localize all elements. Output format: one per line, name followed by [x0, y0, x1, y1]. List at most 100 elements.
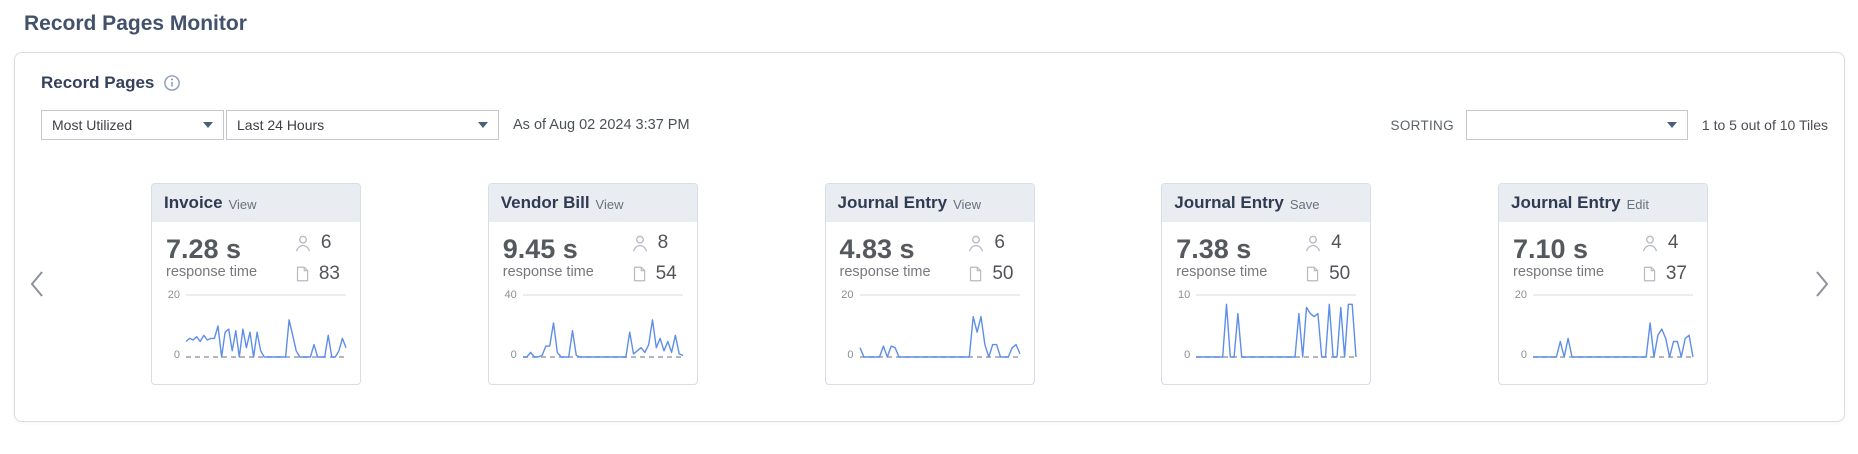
- y-max-label: 20: [841, 289, 854, 301]
- tile-header: Journal Entry Save: [1162, 184, 1371, 222]
- tile-journal-entry-save[interactable]: Journal Entry Save 7.38 s response time …: [1161, 183, 1372, 385]
- pages-count-row: 50: [966, 263, 1014, 285]
- pages-count: 83: [318, 263, 340, 284]
- y-max-label: 20: [167, 289, 180, 301]
- chevron-down-icon: [203, 122, 213, 128]
- utilization-dropdown-value: Most Utilized: [52, 117, 133, 133]
- chevron-down-icon: [478, 122, 488, 128]
- tile-counts: 8 54: [630, 232, 677, 285]
- y-max-label: 40: [504, 289, 517, 301]
- response-time-block: 7.38 s response time: [1176, 235, 1267, 285]
- users-count-row: 4: [1303, 232, 1350, 254]
- pages-count-row: 37: [1640, 263, 1687, 285]
- y-max-label: 10: [1178, 289, 1191, 301]
- y-min-label: 0: [847, 349, 854, 361]
- users-count: 6: [320, 232, 332, 253]
- response-time-label: response time: [166, 264, 258, 281]
- response-time-block: 7.28 s response time: [166, 235, 257, 285]
- user-icon: [295, 235, 310, 252]
- time-range-dropdown-value: Last 24 Hours: [237, 117, 325, 133]
- tile-stats: 9.45 s response time 8 54: [489, 222, 697, 285]
- response-time-label: response time: [502, 264, 594, 281]
- tile-journal-entry-edit[interactable]: Journal Entry Edit 7.10 s response time …: [1498, 183, 1708, 385]
- response-time-value: 7.10 s: [1513, 234, 1589, 264]
- pages-count-row: 50: [1303, 263, 1350, 285]
- sparkline-chart: [522, 294, 684, 358]
- sparkline-y-axis: 20 0: [832, 289, 858, 363]
- tile-counts: 4 37: [1640, 232, 1687, 285]
- tile-action-label: View: [953, 196, 982, 212]
- users-count: 8: [657, 232, 669, 253]
- user-icon: [1642, 235, 1657, 252]
- time-range-dropdown[interactable]: Last 24 Hours: [226, 110, 499, 140]
- tile-invoice-view[interactable]: Invoice View 7.28 s response time 6: [151, 183, 361, 385]
- page-icon: [1307, 266, 1319, 282]
- sparkline-chart: [1533, 294, 1694, 358]
- sparkline-y-axis: 10 0: [1168, 289, 1194, 363]
- users-count-row: 6: [966, 232, 1013, 254]
- sparkline-y-axis: 20 0: [1505, 289, 1531, 363]
- response-time-label: response time: [839, 264, 931, 281]
- tile-vendor-bill-view[interactable]: Vendor Bill View 9.45 s response time 8: [487, 183, 698, 385]
- page-icon: [296, 266, 309, 282]
- response-time-label: response time: [1513, 264, 1605, 281]
- tile-stats: 7.28 s response time 6 83: [152, 222, 360, 285]
- utilization-dropdown[interactable]: Most Utilized: [41, 110, 224, 140]
- y-max-label: 20: [1514, 289, 1527, 301]
- y-min-label: 0: [1184, 349, 1191, 361]
- tiles-carousel: Invoice View 7.28 s response time 6: [15, 175, 1844, 393]
- pages-count-row: 54: [630, 263, 677, 285]
- response-time-value: 7.28 s: [166, 234, 242, 264]
- info-icon[interactable]: [163, 74, 181, 92]
- tile-counts: 6 83: [293, 232, 340, 285]
- pages-count-row: 83: [293, 263, 340, 285]
- carousel-next-button[interactable]: [1800, 268, 1844, 300]
- tile-header: Journal Entry Edit: [1499, 184, 1707, 222]
- users-count: 4: [1331, 232, 1342, 253]
- sparkline-y-axis: 20 0: [158, 289, 184, 363]
- user-icon: [969, 235, 984, 252]
- pages-count: 54: [655, 263, 677, 284]
- response-time-sparkline: 20 0: [826, 285, 1034, 363]
- response-time-value: 4.83 s: [839, 234, 915, 264]
- tile-counts: 6 50: [966, 232, 1014, 285]
- page-icon: [1643, 266, 1656, 282]
- tile-action-label: View: [595, 196, 624, 212]
- response-time-value: 9.45 s: [502, 234, 578, 264]
- user-icon: [632, 235, 647, 252]
- tile-record-name: Invoice: [164, 193, 223, 212]
- chevron-down-icon: [1666, 122, 1677, 128]
- response-time-sparkline: 20 0: [152, 285, 360, 363]
- pages-count: 37: [1665, 263, 1687, 284]
- response-time-block: 7.10 s response time: [1513, 235, 1604, 285]
- sorting-label: SORTING: [1390, 117, 1454, 133]
- tile-journal-entry-view[interactable]: Journal Entry View 4.83 s response time …: [824, 183, 1035, 385]
- user-icon: [1306, 235, 1321, 252]
- panel-header: Record Pages: [15, 53, 1844, 93]
- response-time-block: 4.83 s response time: [840, 235, 931, 285]
- y-min-label: 0: [173, 349, 180, 361]
- response-time-value: 7.38 s: [1176, 234, 1252, 264]
- sparkline-chart: [185, 294, 347, 358]
- tile-header: Invoice View: [152, 184, 360, 222]
- tile-stats: 7.38 s response time 4 50: [1162, 222, 1370, 285]
- page-title: Record Pages Monitor: [24, 12, 247, 35]
- tiles-row: Invoice View 7.28 s response time 6: [59, 183, 1800, 385]
- tile-header: Vendor Bill View: [488, 184, 697, 222]
- controls-row: Most Utilized Last 24 Hours As of Aug 02…: [15, 93, 1844, 140]
- users-count: 6: [994, 232, 1005, 253]
- record-pages-panel: Record Pages Most Utilized Last 24 Hours…: [14, 52, 1845, 422]
- panel-title: Record Pages: [41, 73, 155, 92]
- users-count-row: 8: [630, 232, 677, 254]
- carousel-prev-button[interactable]: [15, 268, 59, 300]
- response-time-sparkline: 20 0: [1499, 285, 1707, 363]
- tile-header: Journal Entry View: [825, 184, 1034, 222]
- tile-stats: 7.10 s response time 4 37: [1499, 222, 1707, 285]
- users-count-row: 6: [293, 232, 340, 254]
- tile-stats: 4.83 s response time 6 50: [826, 222, 1034, 285]
- sparkline-chart: [1196, 294, 1357, 358]
- sorting-dropdown[interactable]: [1465, 110, 1688, 140]
- y-min-label: 0: [1520, 349, 1527, 361]
- tile-record-name: Vendor Bill: [500, 193, 590, 212]
- response-time-sparkline: 10 0: [1162, 285, 1370, 363]
